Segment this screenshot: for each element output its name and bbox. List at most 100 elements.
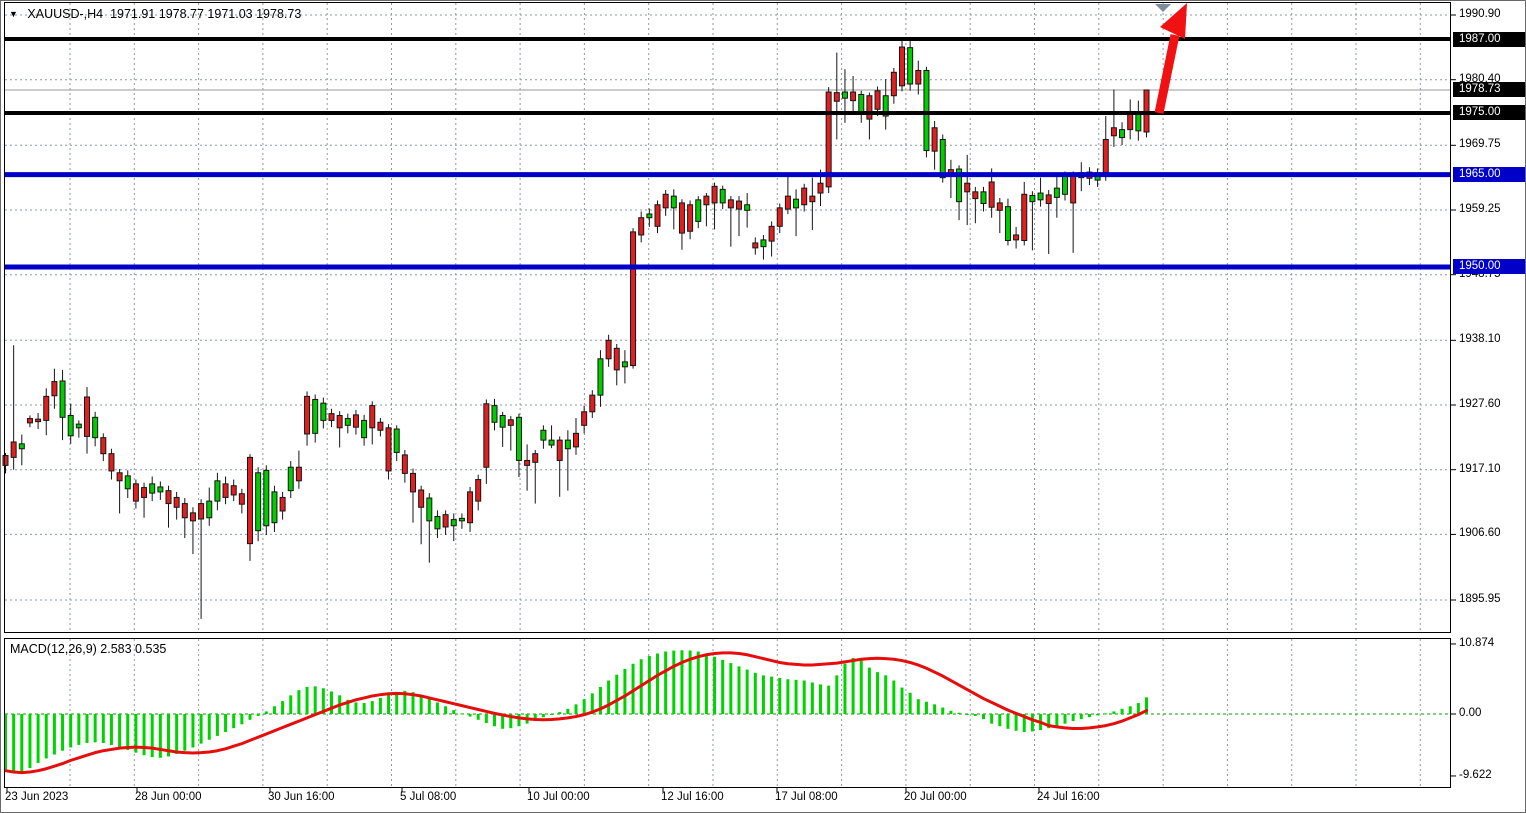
candle-body [320, 402, 327, 421]
candle-body [2, 455, 9, 466]
macd-histogram-bar [167, 714, 170, 757]
candle-body [703, 195, 710, 206]
macd-histogram-bar [354, 702, 358, 714]
macd-histogram-bar [69, 714, 73, 748]
macd-histogram-bar [207, 714, 211, 740]
candle-body [899, 46, 905, 87]
macd-histogram-bar [761, 675, 765, 714]
candle-body [890, 71, 897, 97]
macd-histogram-bar [256, 714, 260, 716]
candle-body [499, 414, 506, 428]
candle-body [850, 91, 857, 102]
candle-body [784, 195, 791, 210]
candle-body [972, 191, 979, 200]
candle-body [727, 199, 734, 209]
macd-histogram-bar [623, 668, 627, 714]
candle-body [1013, 234, 1020, 241]
candle-body [385, 427, 392, 472]
macd-histogram-bar [590, 693, 594, 714]
candle-body [230, 485, 237, 496]
macd-histogram-bar [346, 699, 350, 714]
ohlc-open: 1971.91 [110, 7, 156, 21]
candle-body [304, 395, 311, 435]
candle-body [418, 489, 425, 508]
candle-body [923, 69, 930, 152]
macd-histogram-bar [1087, 714, 1091, 718]
macd-histogram-bar [44, 714, 48, 759]
candle-body [841, 91, 848, 99]
candle-body [124, 475, 131, 490]
candle-body [817, 182, 824, 194]
candle-body [279, 496, 286, 512]
macd-histogram-bar [900, 687, 904, 714]
symbol-dropdown-icon[interactable]: ▼ [9, 9, 18, 19]
macd-histogram-bar [118, 714, 122, 748]
candle-body [581, 411, 588, 426]
macd-histogram-bar [395, 692, 399, 714]
macd-histogram-bar [199, 714, 203, 744]
macd-histogram-bar [476, 714, 480, 720]
macd-histogram-bar [550, 714, 554, 715]
macd-histogram-bar [696, 651, 700, 714]
candle-body [238, 493, 245, 505]
macd-histogram-bar [574, 704, 578, 714]
macd-histogram-bar [289, 695, 293, 714]
candle-body [1102, 138, 1109, 174]
macd-histogram-bar [370, 701, 374, 714]
macd-histogram-bar [810, 682, 814, 714]
trend-arrow-head[interactable] [1160, 3, 1187, 39]
macd-histogram-bar [264, 711, 268, 714]
candle-body [621, 361, 628, 368]
candle-body [10, 441, 17, 458]
macd-histogram-bar [908, 692, 912, 714]
candle-body [312, 398, 319, 434]
macd-histogram-bar [1096, 714, 1100, 716]
macd-signal-line [4, 651, 1148, 775]
macd-histogram-bar [93, 714, 97, 743]
macd-histogram-bar [1120, 708, 1124, 714]
candle-body [719, 188, 726, 204]
macd-histogram-bar [403, 690, 407, 714]
macd-histogram-bar [566, 708, 570, 714]
macd-histogram-bar [957, 712, 961, 714]
candle-body [165, 490, 172, 505]
candle-body [638, 217, 645, 236]
candle-body [426, 497, 433, 522]
scroll-to-end-icon[interactable] [1155, 4, 1171, 12]
candle-body [442, 514, 449, 528]
macd-histogram-bar [232, 714, 236, 729]
candle-body [964, 182, 971, 193]
macd-histogram-bar [215, 714, 219, 736]
macd-histogram-bar [876, 672, 880, 714]
macd-histogram-bar [484, 714, 488, 724]
candle-body [157, 486, 164, 493]
macd-histogram-bar [924, 701, 928, 714]
candle-body [1053, 187, 1060, 198]
candle-body [996, 202, 1003, 211]
candle-body [882, 95, 889, 117]
macd-histogram-bar [101, 714, 105, 743]
candle-body [548, 439, 555, 446]
macd-histogram-bar [452, 710, 456, 714]
candle-body [328, 413, 335, 421]
candle-body [662, 193, 669, 209]
candle-body [744, 204, 751, 211]
macd-histogram-bar [281, 701, 285, 714]
macd-histogram-bar [61, 714, 65, 751]
candle-body [1037, 192, 1044, 201]
candle-body [866, 95, 873, 120]
macd-histogram-bar [77, 714, 81, 745]
candle-body [825, 91, 832, 188]
ohlc-high: 1978.77 [158, 7, 204, 21]
macd-histogram-bar [1047, 714, 1051, 729]
candle-body [132, 483, 139, 502]
trend-arrow-shaft[interactable] [1154, 34, 1180, 114]
candle-body [181, 503, 188, 519]
macd-histogram-bar [411, 692, 415, 714]
candle-body [1135, 111, 1142, 132]
candle-body [589, 394, 596, 413]
candle-body [295, 466, 302, 482]
symbol-period-label: XAUUSD-,H4 [27, 7, 104, 21]
candle-body [1029, 195, 1036, 203]
